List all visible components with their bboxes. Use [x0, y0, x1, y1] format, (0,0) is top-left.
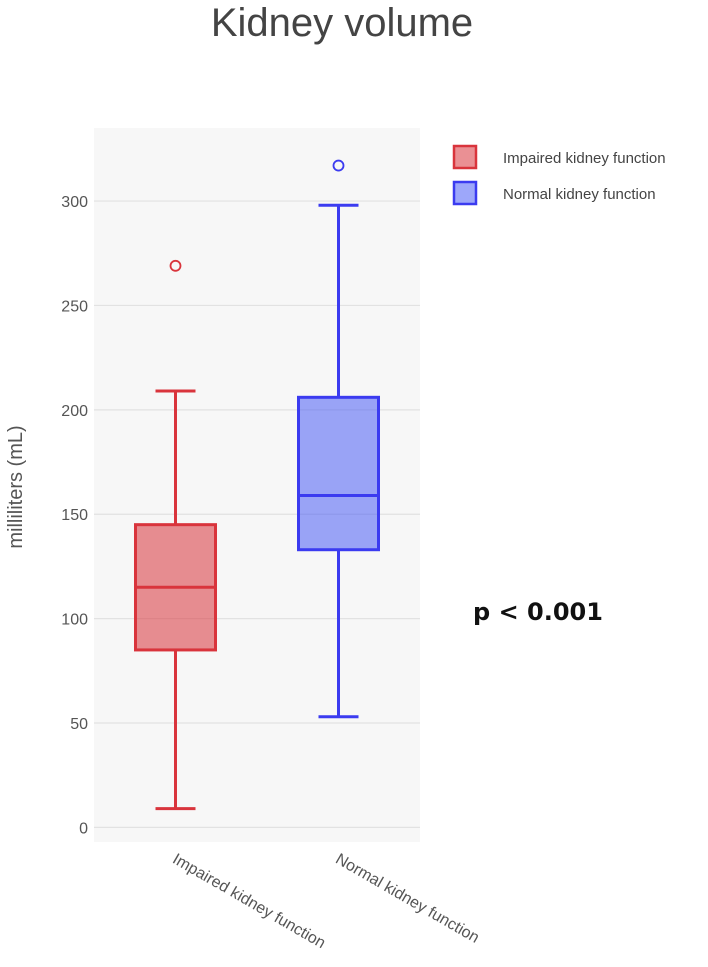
y-tick-label: 200	[61, 403, 88, 420]
box-plot-normal	[297, 159, 380, 719]
y-tick-label: 50	[70, 716, 88, 733]
legend-label: Impaired kidney function	[503, 150, 666, 167]
p-value-annotation: p < 0.001	[473, 598, 603, 626]
legend-swatch	[452, 144, 478, 170]
y-tick-label: 300	[61, 194, 88, 211]
box-plot-impaired	[134, 259, 217, 811]
y-tick-labels: 0 50 100 150 200 250 300	[61, 194, 88, 837]
iqr-box	[297, 395, 380, 552]
legend-item-impaired: Impaired kidney function	[452, 144, 666, 170]
y-tick-label: 0	[79, 820, 88, 837]
x-tick-label: Impaired kidney function	[170, 851, 329, 952]
legend-item-normal: Normal kidney function	[452, 180, 656, 206]
legend-swatch	[452, 180, 478, 206]
chart-title: Kidney volume	[211, 1, 473, 45]
x-tick-labels: Impaired kidney function Normal kidney fu…	[170, 851, 482, 952]
legend: Impaired kidney function Normal kidney fu…	[452, 144, 666, 206]
outlier-point	[169, 259, 182, 272]
y-tick-label: 150	[61, 507, 88, 524]
box-plots	[134, 159, 380, 811]
y-tick-label: 250	[61, 298, 88, 315]
y-tick-label: 100	[61, 612, 88, 629]
outlier-point	[332, 159, 345, 172]
x-tick-label: Normal kidney function	[333, 851, 482, 947]
y-axis-label: milliliters (mL)	[5, 425, 27, 548]
legend-label: Normal kidney function	[503, 186, 656, 203]
